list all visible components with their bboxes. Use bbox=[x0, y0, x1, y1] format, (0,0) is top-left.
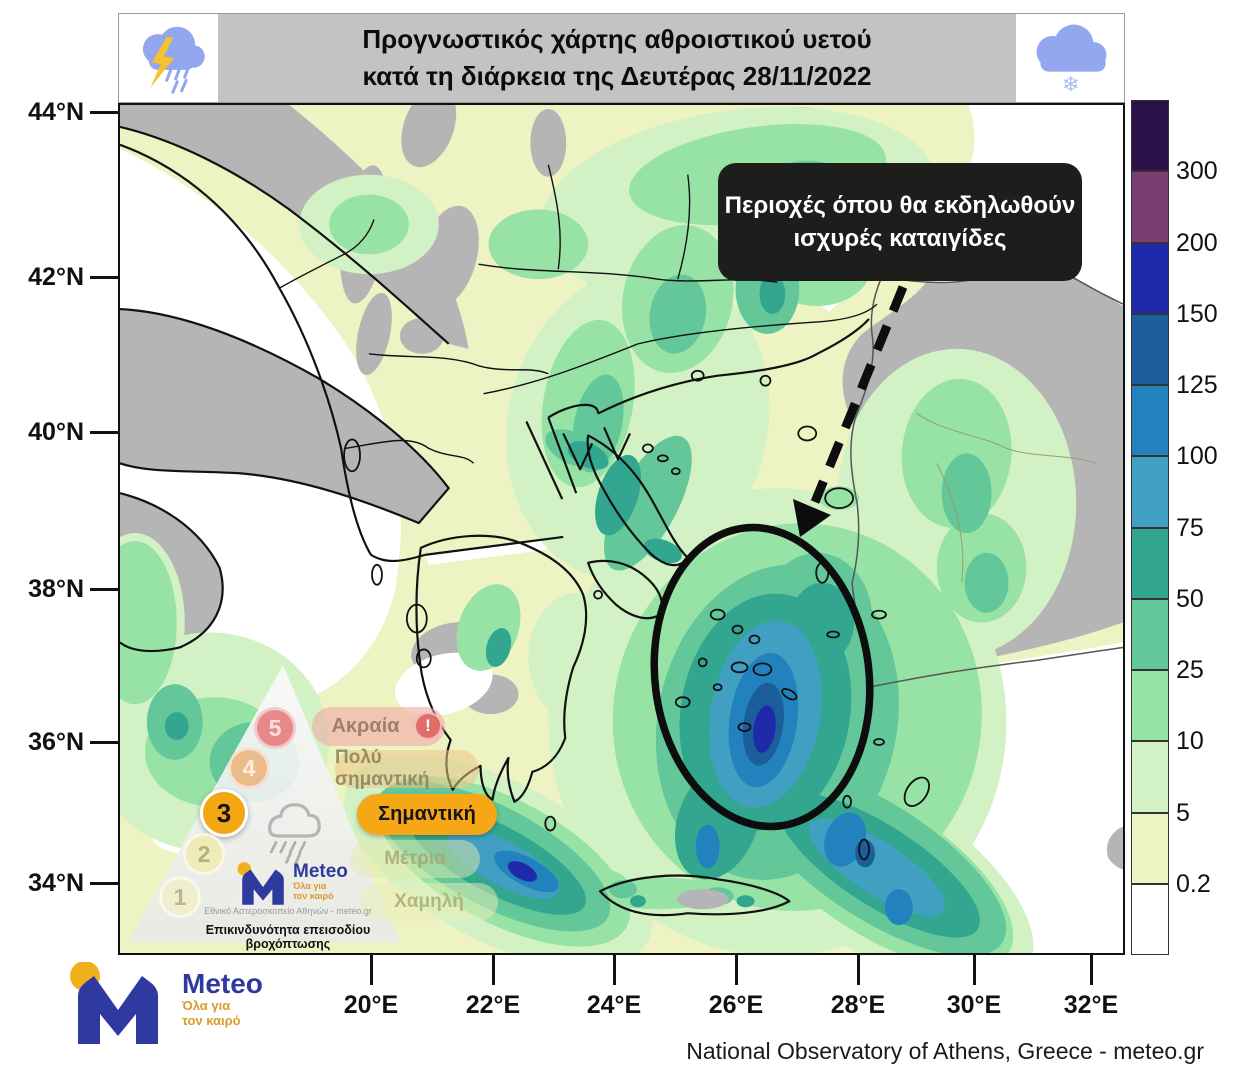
dry-land-islands bbox=[676, 826, 1123, 910]
lon-tick-24 bbox=[613, 955, 616, 985]
lon-label-32: 32°E bbox=[1063, 991, 1119, 1019]
warning-icon: ! bbox=[414, 712, 442, 740]
risk-pill-simantiki-active: Σημαντική bbox=[357, 794, 497, 835]
lon-tick-30 bbox=[973, 955, 976, 985]
lon-label-24: 24°E bbox=[586, 991, 642, 1019]
colorbar-label-25: 25 bbox=[1176, 656, 1204, 684]
risk-pill-xamili: Χαμηλή bbox=[360, 883, 498, 921]
colorbar-label-75: 75 bbox=[1176, 514, 1204, 542]
colorbar-cell bbox=[1131, 171, 1169, 243]
lon-tick-26 bbox=[735, 955, 738, 985]
attribution-text: National Observatory of Athens, Greece -… bbox=[686, 1038, 1204, 1064]
lon-tick-20 bbox=[370, 955, 373, 985]
callout-line-1: Περιοχές όπου θα εκδηλωθούν bbox=[724, 192, 1076, 219]
rain-cloud-outline-icon bbox=[267, 803, 321, 864]
colorbar-cell bbox=[1131, 385, 1169, 456]
risk-pill-akraia-label: Ακραία bbox=[331, 715, 400, 737]
colorbar-cell bbox=[1131, 884, 1169, 955]
risk-pill-akraia: Ακραία ! bbox=[312, 707, 445, 746]
lat-tick-42 bbox=[90, 276, 118, 279]
colorbar-label-5: 5 bbox=[1176, 799, 1190, 827]
callout-line-2: ισχυρές καταιγίδες bbox=[793, 225, 1007, 252]
lon-label-20: 20°E bbox=[343, 991, 399, 1019]
risk-badge-1: 1 bbox=[159, 876, 201, 918]
storm-callout: Περιοχές όπου θα εκδηλωθούν ισχυρές κατα… bbox=[718, 163, 1082, 281]
risk-badge-3-active: 3 bbox=[200, 789, 248, 837]
meteo-logo-small: Meteo Όλα για τον καιρό bbox=[237, 862, 348, 906]
risk-badge-4: 4 bbox=[228, 747, 270, 789]
risk-pill-poli-simantiki: Πολύ σημαντική bbox=[335, 747, 479, 790]
lat-tick-36 bbox=[90, 741, 118, 744]
lat-label-44: 44°N bbox=[28, 98, 84, 126]
risk-badge-2: 2 bbox=[183, 833, 225, 875]
lon-tick-28 bbox=[857, 955, 860, 985]
colorbar-cell bbox=[1131, 100, 1169, 171]
lon-label-30: 30°E bbox=[946, 991, 1002, 1019]
title-banner: Προγνωστικός χάρτης αθροιστικού υετού κα… bbox=[118, 13, 1125, 103]
colorbar-cell bbox=[1131, 813, 1169, 884]
lat-label-40: 40°N bbox=[28, 418, 84, 446]
banner-title: Προγνωστικός χάρτης αθροιστικού υετού κα… bbox=[218, 14, 1016, 102]
meteo-logo-main-tagline2: τον καιρό bbox=[182, 1013, 241, 1028]
meteo-logo-small-tagline2: τον καιρό bbox=[293, 891, 334, 901]
colorbar-label-150: 150 bbox=[1176, 300, 1218, 328]
colorbar-label-10: 10 bbox=[1176, 727, 1204, 755]
storm-icon-box bbox=[119, 14, 218, 102]
cloud-snowflake-icon: ❄ bbox=[1036, 24, 1107, 96]
colorbar-label-02: 0.2 bbox=[1176, 870, 1211, 898]
risk-pill-metria: Μέτρια bbox=[350, 840, 480, 878]
lon-label-28: 28°E bbox=[830, 991, 886, 1019]
colorbar-label-100: 100 bbox=[1176, 442, 1218, 470]
colorbar-cell bbox=[1131, 741, 1169, 813]
meteo-logo-main: Meteo Όλα για τον καιρό bbox=[62, 962, 263, 1046]
title-line-2: κατά τη διάρκεια της Δευτέρας 28/11/2022 bbox=[362, 61, 872, 91]
province-borders bbox=[916, 413, 1097, 583]
colorbar-label-200: 200 bbox=[1176, 229, 1218, 257]
lat-label-42: 42°N bbox=[28, 263, 84, 291]
storm-cloud-lightning-rain-icon bbox=[142, 26, 205, 94]
colorbar-cell bbox=[1131, 243, 1169, 314]
snow-icon-box: ❄ bbox=[1016, 14, 1124, 102]
meteo-logo-small-tagline1: Όλα για bbox=[293, 881, 327, 891]
lat-tick-40 bbox=[90, 431, 118, 434]
risk-badge-5: 5 bbox=[254, 707, 296, 749]
colorbar-cell bbox=[1131, 314, 1169, 385]
title-line-1: Προγνωστικός χάρτης αθροιστικού υετού bbox=[362, 24, 872, 54]
lat-label-38: 38°N bbox=[28, 575, 84, 603]
meteo-logo-small-name: Meteo bbox=[293, 861, 348, 882]
lon-label-26: 26°E bbox=[708, 991, 764, 1019]
colorbar-label-50: 50 bbox=[1176, 585, 1204, 613]
colorbar-cell bbox=[1131, 456, 1169, 528]
lon-label-22: 22°E bbox=[465, 991, 521, 1019]
lat-label-34: 34°N bbox=[28, 869, 84, 897]
meteo-logo-main-mark bbox=[70, 962, 158, 1044]
svg-text:❄: ❄ bbox=[1062, 72, 1080, 96]
meteo-logo-main-tagline1: Όλα για bbox=[182, 998, 231, 1013]
coastline-layer bbox=[120, 125, 870, 917]
lat-tick-34 bbox=[90, 882, 118, 885]
colorbar-label-300: 300 bbox=[1176, 157, 1218, 185]
colorbar-cell bbox=[1131, 599, 1169, 670]
meteo-logo-main-name: Meteo bbox=[182, 968, 263, 999]
lat-label-36: 36°N bbox=[28, 728, 84, 756]
lon-tick-32 bbox=[1090, 955, 1093, 985]
lon-tick-22 bbox=[492, 955, 495, 985]
colorbar-label-125: 125 bbox=[1176, 371, 1218, 399]
colorbar-cell bbox=[1131, 670, 1169, 741]
lat-tick-44 bbox=[90, 111, 118, 114]
risk-legend-caption: Επικινδυνότητα επεισοδίου βροχόπτωσης bbox=[205, 923, 371, 951]
colorbar-cell bbox=[1131, 528, 1169, 599]
lat-tick-38 bbox=[90, 588, 118, 591]
observatory-org-label: Εθνικό Αστεροσκοπείο Αθηνών - meteo.gr bbox=[204, 906, 372, 916]
meteo-logo-small-mark bbox=[237, 862, 284, 905]
